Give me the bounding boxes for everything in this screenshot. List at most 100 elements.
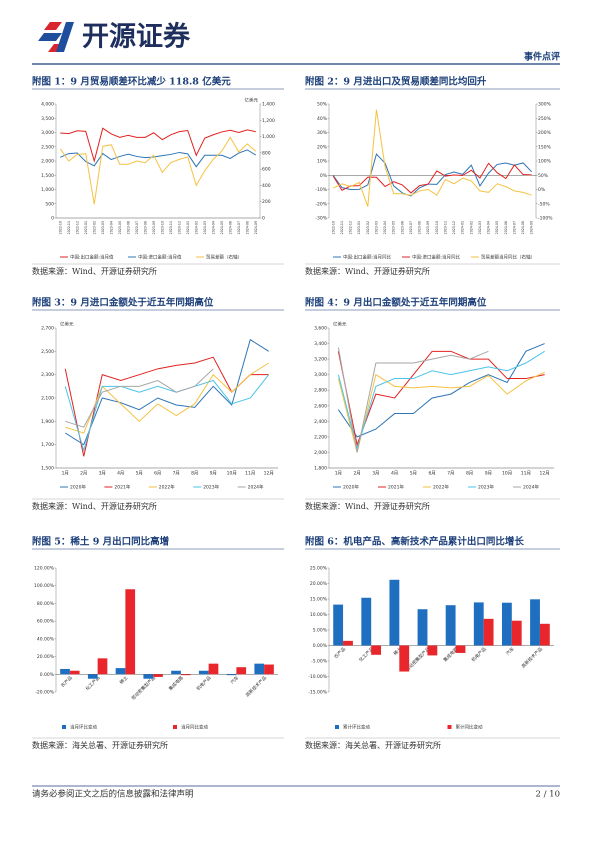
legend-label: 2024年: [248, 484, 264, 491]
x-tick-label: 2024-03: [478, 221, 482, 234]
y-tick-label: 1,500: [41, 173, 54, 179]
x-tick-label: 9月: [485, 471, 492, 477]
doc-tag: 事件点评: [524, 51, 560, 63]
x-tick-label: 8月: [466, 471, 473, 477]
x-tick-label: 2022-10: [331, 221, 335, 234]
bar: [69, 670, 80, 675]
legend-label: 2023年: [478, 484, 494, 491]
y-unit: 亿美元: [60, 321, 74, 328]
bar: [473, 602, 484, 646]
y2-tick-label: 1,000: [262, 134, 275, 140]
x-tick-label: 2023-03: [101, 221, 105, 234]
x-tick-label: 2023-10: [435, 221, 439, 234]
series-line: [60, 127, 256, 163]
bar: [539, 623, 550, 646]
legend-label: 中国:进口金额:当月值: [138, 254, 182, 261]
y-tick-label: 1,900: [41, 419, 54, 425]
legend-label: 累计环比变动: [343, 724, 370, 731]
y2-tick-label: 400: [262, 183, 271, 189]
figure-source: 数据来源：Wind、开源证券研究所: [32, 501, 157, 511]
bar: [333, 604, 344, 646]
x-tick-label: 2022-10: [58, 221, 62, 234]
bar: [153, 674, 163, 677]
x-tick-label: 7月: [447, 471, 454, 477]
bar: [361, 597, 372, 646]
legend-label: 2023年: [203, 484, 219, 491]
y2-tick-label: 1,200: [262, 118, 275, 124]
y2-tick-label: 100%: [538, 159, 552, 165]
bar: [198, 670, 209, 675]
y-tick-label: 1,500: [41, 466, 54, 472]
x-tick-label: 12月: [540, 471, 550, 477]
y-tick-label: 2,500: [41, 144, 54, 150]
bar: [371, 645, 382, 655]
bar: [445, 605, 456, 646]
legend-label: 2021年: [388, 484, 404, 491]
y-tick-label: 40%: [317, 116, 328, 122]
x-tick-label: 2023-07: [135, 221, 139, 234]
x-tick-label: 10月: [502, 471, 512, 477]
x-tick-label: 11月: [521, 471, 531, 477]
series-line: [332, 162, 532, 194]
y-tick-label: 0.00%: [40, 672, 55, 678]
y-tick-label: 1,800: [314, 466, 327, 472]
bar: [455, 645, 466, 653]
y-tick-label: -30%: [315, 216, 327, 222]
x-tick-label: 2023-08: [418, 221, 422, 234]
bar: [97, 658, 108, 675]
x-tick-label: 2024-04: [211, 221, 215, 234]
x-tick-label: 2023-03: [374, 221, 378, 234]
y2-tick-label: 0%: [538, 187, 546, 193]
legend-swatch: [335, 725, 339, 729]
series-line: [64, 356, 269, 457]
y2-tick-label: 600: [262, 167, 271, 173]
bar: [60, 668, 70, 675]
series-line: [337, 371, 545, 453]
x-tick-label: 12月: [264, 471, 274, 477]
y-tick-label: 1,000: [41, 187, 54, 193]
x-tick-label: 2月: [353, 471, 360, 477]
x-tick-label: 机电产品: [195, 674, 213, 692]
bar: [171, 670, 181, 675]
y2-tick-label: 1,400: [262, 102, 275, 108]
x-tick-label: 8月: [191, 471, 198, 477]
figure-source: 数据来源：Wind、开源证券研究所: [305, 266, 430, 276]
figure-source: 数据来源：海关总署、开源证券研究所: [305, 740, 441, 750]
y2-tick-label: -100%: [538, 216, 553, 222]
y-tick-label: 3,600: [314, 326, 327, 332]
figure-source: 数据来源：海关总署、开源证券研究所: [32, 740, 168, 750]
bar: [254, 663, 265, 675]
y-tick-label: 20.00%: [37, 654, 55, 660]
x-tick-label: 2022-12: [349, 221, 353, 234]
figure-title: 附图 2：9 月进出口及贸易顺差同比均回升: [305, 76, 487, 88]
x-tick-label: 2024-05: [495, 221, 499, 234]
x-tick-label: 2024-03: [203, 221, 207, 234]
bar: [226, 674, 237, 676]
x-tick-label: 2023-12: [452, 221, 456, 234]
y-tick-label: 2,600: [314, 403, 327, 409]
x-tick-label: 4月: [391, 471, 398, 477]
y-tick-label: 20.00%: [310, 581, 328, 587]
y2-tick-label: 0: [262, 216, 265, 222]
legend-swatch: [447, 725, 452, 729]
bar: [511, 620, 522, 646]
x-tick-label: 2024-01: [186, 221, 190, 234]
figure-title: 附图 6：机电产品、高新技术产品累计出口同比增长: [305, 536, 524, 548]
y-tick-label: 3,000: [314, 372, 327, 378]
x-tick-label: 机电产品: [470, 645, 488, 663]
bar: [236, 667, 247, 675]
x-tick-label: 2023-05: [118, 221, 122, 234]
y-unit: 亿美元: [245, 97, 259, 104]
bar: [427, 645, 438, 656]
legend-label: 当月环比变动: [70, 724, 97, 731]
legend-label: 2022年: [159, 484, 175, 491]
y-tick-label: 2,500: [41, 349, 54, 355]
x-tick-label: 11月: [245, 471, 255, 477]
y-tick-label: 2,800: [314, 388, 327, 394]
y-tick-label: 120.00%: [34, 566, 55, 572]
bar: [115, 668, 126, 675]
legend-label: 2021年: [114, 484, 130, 491]
y-tick-label: 40.00%: [37, 636, 55, 642]
x-tick-label: 2023-09: [426, 221, 430, 234]
